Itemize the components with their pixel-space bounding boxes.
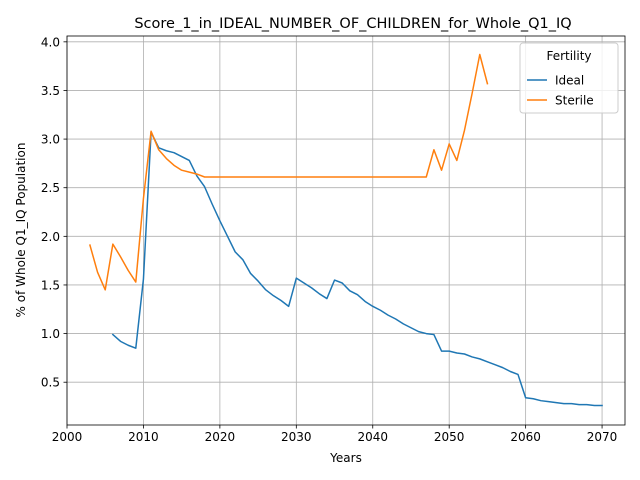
legend-box <box>519 42 619 114</box>
legend-label-sterile: Sterile <box>555 94 594 108</box>
plot-frame <box>66 35 626 426</box>
y-axis-label: % of Whole Q1_IQ Population <box>14 143 28 318</box>
x-tick-label: 2040 <box>357 430 388 444</box>
y-tick-label: 3.0 <box>41 133 60 147</box>
y-tick-label: 3.5 <box>41 84 60 98</box>
y-tick-label: 2.5 <box>41 181 60 195</box>
grid-lines <box>66 36 625 425</box>
y-axis-ticks: 0.5 1.0 1.5 2.0 2.5 3.0 3.5 4.0 <box>41 35 67 390</box>
x-tick-label: 2060 <box>510 430 541 444</box>
chart-title: Score_1_in_IDEAL_NUMBER_OF_CHILDREN_for_… <box>134 16 571 32</box>
y-tick-label: 2.0 <box>41 230 60 244</box>
x-tick-label: 2050 <box>434 430 465 444</box>
x-axis-ticks: 2000 2010 2020 2030 2040 2050 2060 2070 <box>52 425 618 444</box>
x-axis-label: Years <box>329 451 362 465</box>
series-lines <box>89 53 603 407</box>
series-line-sterile <box>89 53 489 291</box>
x-tick-label: 2010 <box>128 430 159 444</box>
legend-title: Fertility <box>546 49 591 63</box>
y-tick-label: 4.0 <box>41 35 60 49</box>
x-tick-label: 2070 <box>587 430 618 444</box>
legend-label-ideal: Ideal <box>555 74 584 88</box>
legend: Fertility Ideal Sterile <box>519 42 619 114</box>
x-tick-label: 2000 <box>52 430 83 444</box>
legend-items: Ideal Sterile <box>527 74 594 108</box>
y-tick-label: 0.5 <box>41 376 60 390</box>
series-line-ideal <box>111 131 603 407</box>
x-tick-label: 2020 <box>205 430 236 444</box>
y-tick-label: 1.5 <box>41 278 60 292</box>
x-tick-label: 2030 <box>281 430 312 444</box>
y-tick-label: 1.0 <box>41 327 60 341</box>
